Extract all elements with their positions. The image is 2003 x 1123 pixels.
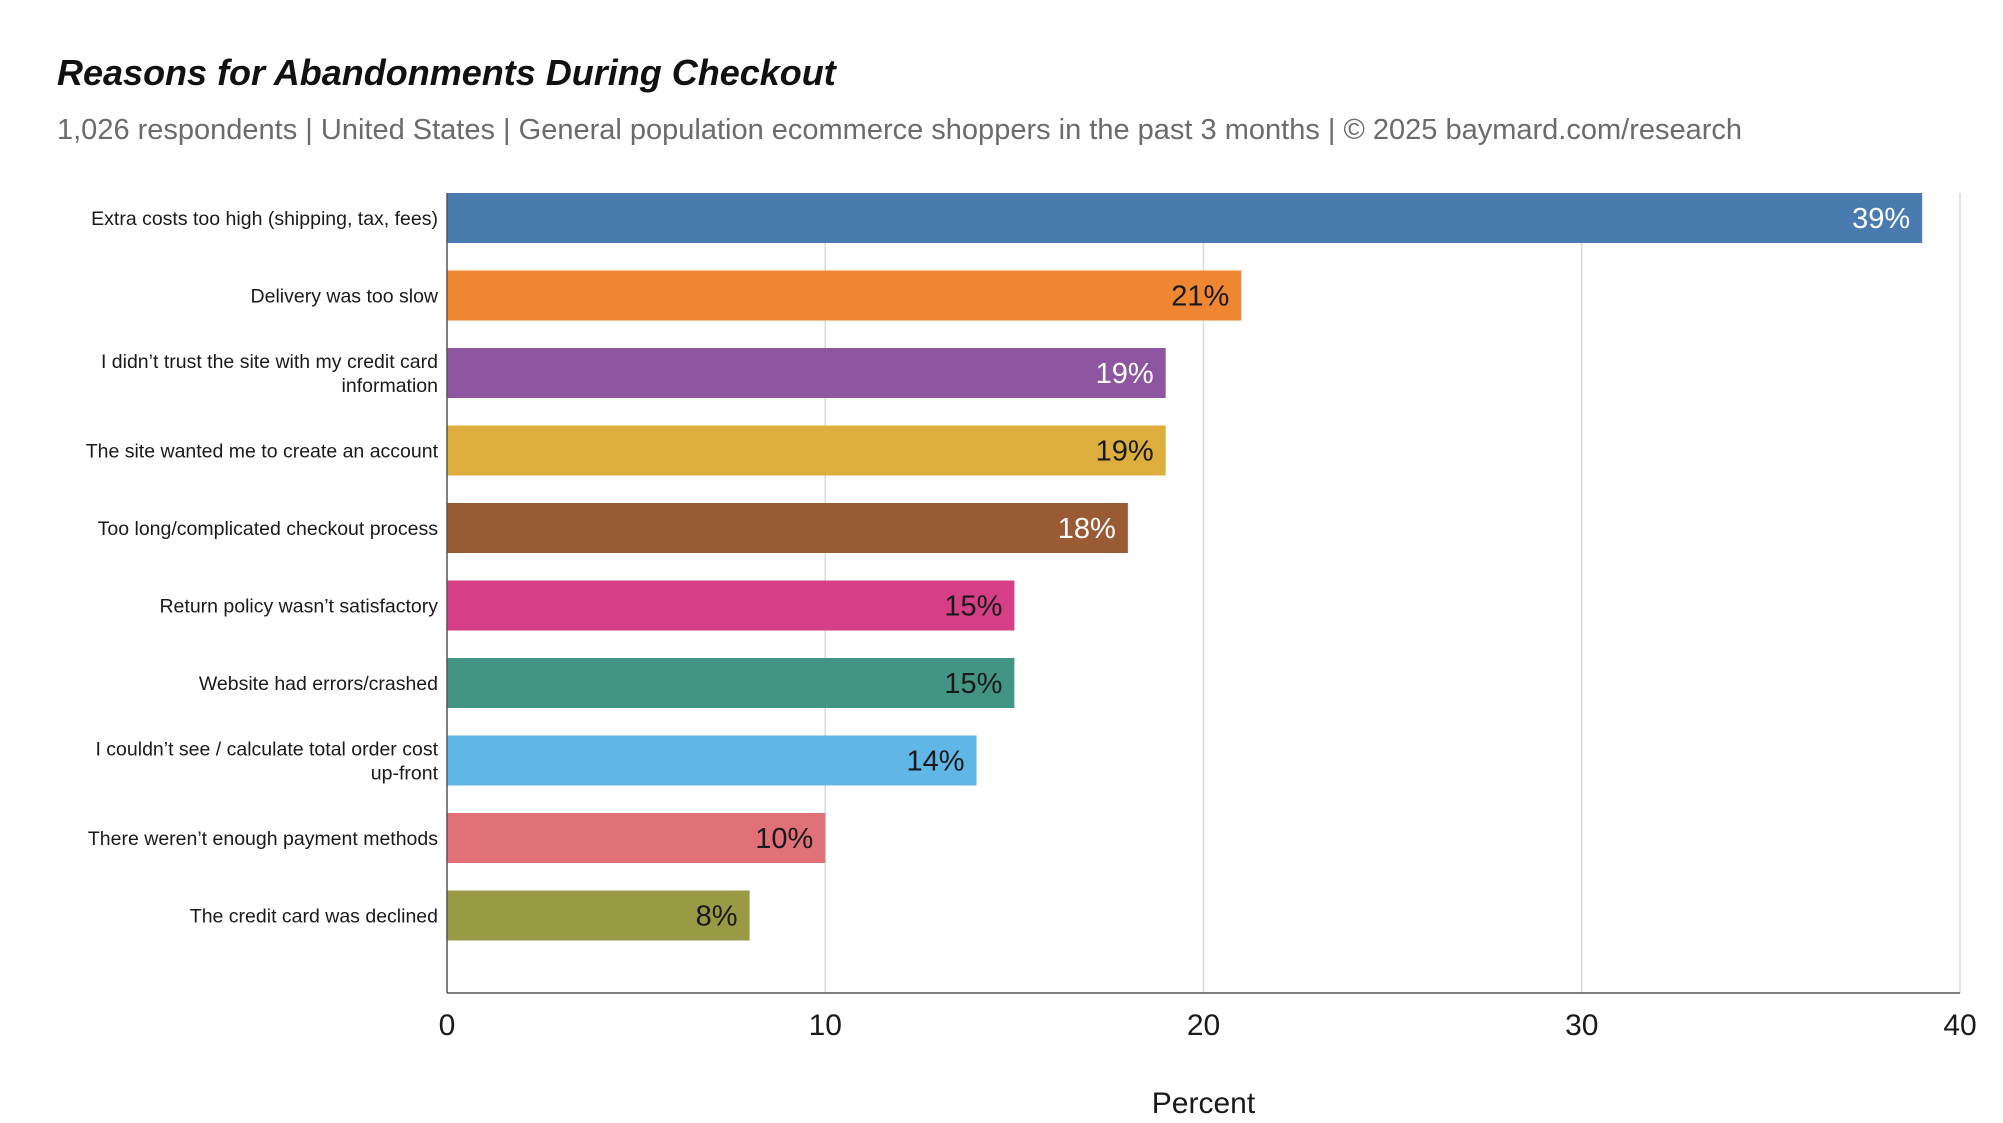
bar [447, 348, 1166, 398]
bar-value-label: 18% [1058, 513, 1116, 545]
bar [447, 503, 1128, 553]
bar-value-label: 8% [696, 901, 738, 933]
bar [447, 270, 1242, 321]
x-tick-label: 30 [1565, 1009, 1598, 1042]
bar-value-label: 19% [1096, 436, 1154, 468]
category-label: I didn’t trust the site with my credit c… [101, 351, 438, 397]
axes: 0 10 20 30 40 Percent [439, 193, 1977, 1120]
bar-value-label: 39% [1852, 203, 1910, 235]
bar [447, 658, 1015, 708]
category-label: Extra costs too high (shipping, tax, fee… [91, 208, 438, 230]
bar-value-label: 19% [1096, 358, 1154, 390]
category-label: Too long/complicated checkout process [98, 518, 439, 540]
bars [447, 193, 1923, 941]
bar-value-label: 10% [755, 823, 813, 855]
chart-title: Reasons for Abandonments During Checkout [57, 52, 836, 93]
bar-value-label: 14% [907, 746, 965, 778]
x-tick-label: 0 [439, 1009, 456, 1042]
bar [447, 580, 1015, 631]
bar [447, 193, 1923, 243]
category-label: The credit card was declined [190, 906, 438, 928]
bar-value-label: 21% [1171, 281, 1229, 313]
category-label: Website had errors/crashed [199, 673, 438, 695]
bar-value-label: 15% [944, 668, 1002, 700]
category-label: There weren’t enough payment methods [88, 828, 438, 850]
x-tick-label: 20 [1187, 1009, 1220, 1042]
chart-subtitle: 1,026 respondents | United States | Gene… [57, 114, 1743, 146]
bar [447, 890, 750, 941]
bar-value-label: 15% [944, 591, 1002, 623]
x-tick-label: 10 [809, 1009, 842, 1042]
category-label: Delivery was too slow [251, 286, 439, 308]
x-axis-title: Percent [1152, 1087, 1256, 1120]
labels: 39% Extra costs too high (shipping, tax, … [86, 203, 1910, 933]
bar [447, 735, 977, 786]
bar [447, 813, 826, 863]
bar [447, 425, 1166, 476]
category-label: I couldn’t see / calculate total order c… [95, 739, 438, 785]
category-label: The site wanted me to create an account [86, 441, 439, 463]
x-tick-label: 40 [1943, 1009, 1976, 1042]
category-label: Return policy wasn’t satisfactory [159, 596, 438, 618]
